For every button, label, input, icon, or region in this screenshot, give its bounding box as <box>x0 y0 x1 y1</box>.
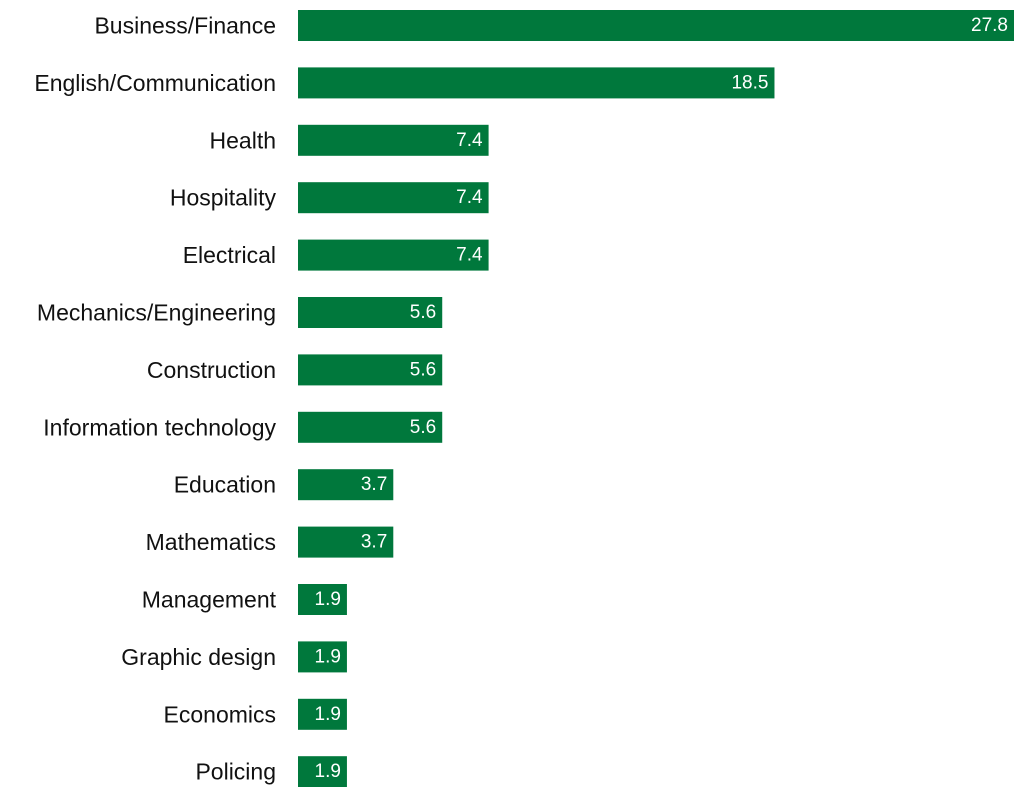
category-label-9: Mathematics <box>146 529 276 555</box>
bar-5 <box>298 297 443 328</box>
value-label-1: 18.5 <box>731 72 768 93</box>
category-label-7: Information technology <box>43 414 276 440</box>
bar-0 <box>298 10 1014 41</box>
category-label-6: Construction <box>147 357 276 383</box>
value-label-13: 1.9 <box>315 761 341 782</box>
bar-8 <box>298 469 394 501</box>
value-label-9: 3.7 <box>361 532 387 553</box>
category-label-13: Policing <box>195 759 276 785</box>
value-label-5: 5.6 <box>410 302 436 323</box>
value-label-6: 5.6 <box>410 359 436 380</box>
value-label-8: 3.7 <box>361 474 387 495</box>
bar-1 <box>298 67 775 99</box>
bar-6 <box>298 354 443 386</box>
value-label-11: 1.9 <box>315 646 341 667</box>
value-label-2: 7.4 <box>456 130 483 151</box>
category-label-1: English/Communication <box>34 70 276 96</box>
value-label-0: 27.8 <box>971 15 1008 36</box>
bar-11 <box>298 641 347 673</box>
category-label-10: Management <box>142 587 277 613</box>
value-label-10: 1.9 <box>315 589 341 610</box>
bar-10 <box>298 584 347 615</box>
category-label-3: Hospitality <box>170 185 277 211</box>
category-label-4: Electrical <box>183 242 276 268</box>
value-label-3: 7.4 <box>456 187 483 208</box>
bar-12 <box>298 698 347 730</box>
category-label-5: Mechanics/Engineering <box>37 300 276 326</box>
bar-7 <box>298 411 443 443</box>
category-labels-layer: Business/Finance English/Communication Hea… <box>34 13 276 785</box>
value-label-12: 1.9 <box>315 704 341 725</box>
bar-3 <box>298 182 489 214</box>
value-label-7: 5.6 <box>410 417 436 438</box>
bar-2 <box>298 124 489 156</box>
bars-layer <box>298 10 1014 787</box>
category-label-0: Business/Finance <box>94 13 276 39</box>
category-label-12: Economics <box>164 701 276 727</box>
bar-9 <box>298 526 394 558</box>
value-labels-layer: 27.8 18.5 7.4 7.4 7.4 5.6 5.6 5.6 3.7 3.7 1.9 1.9 1.… <box>315 15 1008 782</box>
category-label-2: Health <box>210 127 276 153</box>
value-label-4: 7.4 <box>456 245 483 266</box>
category-label-8: Education <box>174 472 276 498</box>
bar-4 <box>298 239 489 271</box>
bar-13 <box>298 756 347 787</box>
category-label-11: Graphic design <box>121 644 276 670</box>
